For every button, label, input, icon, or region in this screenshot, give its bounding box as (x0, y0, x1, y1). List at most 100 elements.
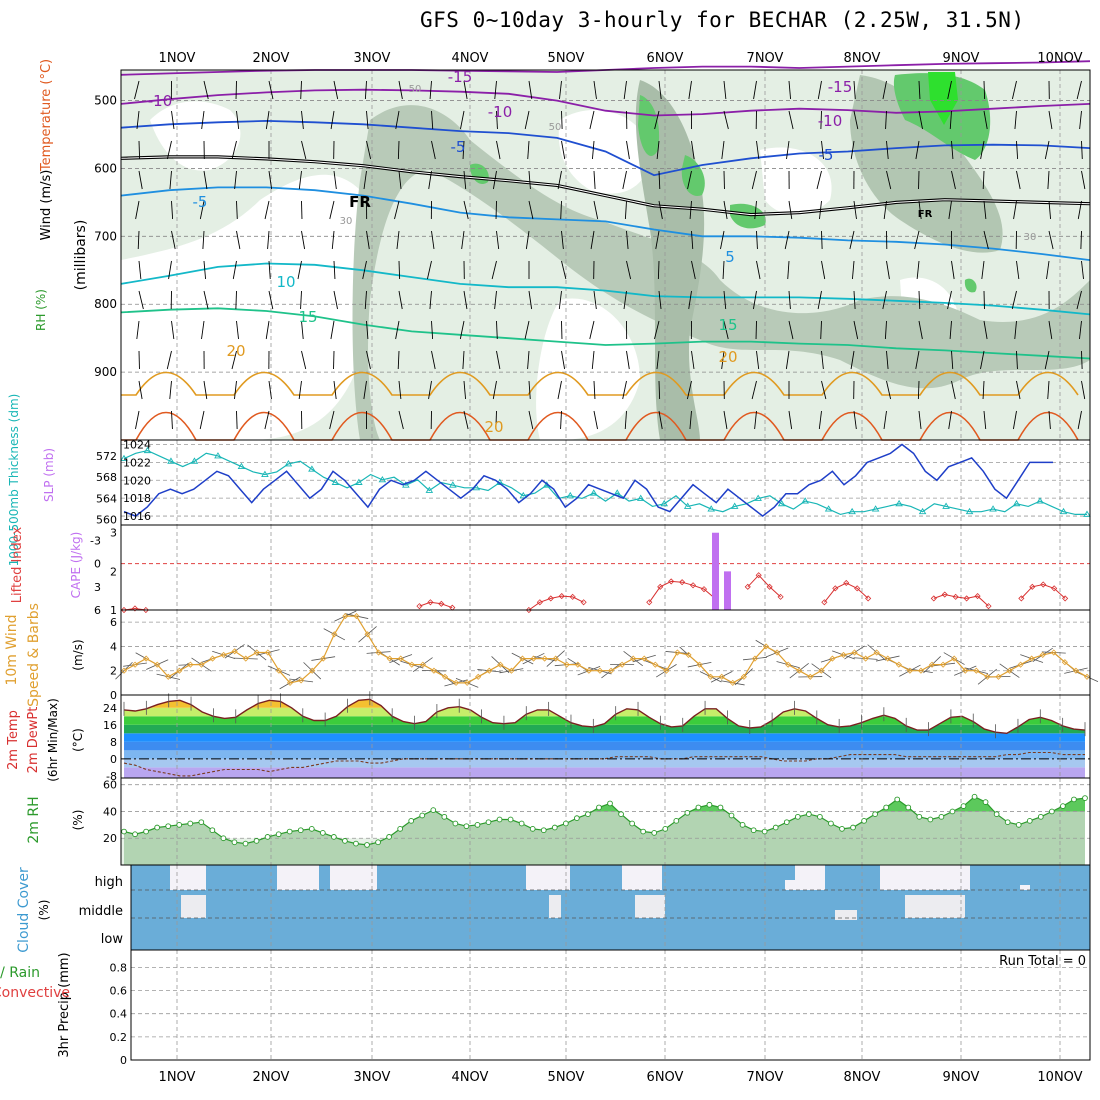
thickness-point (730, 502, 739, 509)
cloud-level-label: middle (79, 904, 123, 919)
wind-barb (231, 140, 237, 160)
wind-barb (431, 230, 435, 250)
wind-tick-label: 2 (110, 665, 117, 678)
wind-barb (982, 170, 985, 190)
contour-label: 50 (409, 84, 422, 95)
rh-point (209, 827, 216, 834)
wind-barb (720, 230, 725, 250)
wind-barb (463, 200, 469, 220)
slp-tick-label: 1016 (123, 510, 151, 523)
cloud-clear-area (835, 910, 857, 920)
wind-barb (1081, 350, 1083, 370)
contour-label: 20 (226, 342, 245, 360)
lifted-index-point (120, 606, 128, 614)
lifted-index-point (843, 579, 850, 587)
temp-tick-label: 16 (103, 719, 117, 732)
wind-barb (723, 320, 729, 340)
wind-barb (396, 230, 400, 250)
wind-speed-point (917, 667, 925, 674)
rh-point (540, 827, 547, 834)
wind-barb (298, 380, 302, 400)
cloud-clear-area (622, 865, 662, 890)
wind-barb (333, 380, 337, 400)
lifted-index-point (657, 583, 664, 590)
wind-barb (428, 380, 432, 400)
wind-speed-point (286, 679, 294, 686)
wind-tick-label: 4 (110, 640, 117, 653)
precip-axis-title: 3hr Precip (mm) (57, 952, 72, 1057)
rh-point (353, 840, 359, 847)
wind-barb (687, 170, 692, 190)
wind-barb (528, 170, 531, 190)
rh-point (1037, 813, 1044, 820)
wind-barb (364, 290, 367, 310)
wind-barb (297, 260, 302, 280)
rh-point (817, 813, 823, 820)
wind-speed-point (740, 673, 747, 680)
wind-barb (366, 350, 371, 370)
thickness-point (636, 494, 645, 501)
cloud-clear-area (1020, 885, 1030, 890)
wind-speed-point (397, 655, 404, 662)
rh-point (794, 813, 801, 820)
wind-barb (397, 350, 400, 370)
wind-speed-point (408, 661, 415, 668)
wind-barb (819, 200, 822, 220)
wind-barb (918, 320, 923, 340)
wind-barb (948, 410, 952, 430)
wind-barb (462, 350, 465, 370)
wind-barb (463, 170, 467, 190)
wind-barb (135, 410, 140, 430)
wind-barb (626, 350, 630, 370)
wind-barb (1077, 410, 1082, 430)
wind-barb (561, 140, 566, 160)
wind-speed-point (541, 655, 548, 662)
rh-high-area (638, 95, 660, 156)
wind-barb (787, 260, 790, 280)
wind-barb (853, 200, 857, 220)
rh-axis-title: RH (%) (34, 289, 48, 331)
wind-barb (1012, 410, 1017, 430)
contour-label: FR (918, 209, 933, 220)
wind-barb (496, 140, 501, 160)
wind-barb (656, 140, 660, 160)
wind-barb (883, 410, 887, 430)
wind-barb (1016, 380, 1021, 400)
wind-barb (589, 110, 595, 130)
wind-barb (300, 80, 302, 100)
top-day-label: 3NOV (354, 51, 391, 66)
wind-speed-point (1006, 667, 1013, 674)
thickness-axis-title: 1000-500mb Thickness (dm) (7, 394, 21, 567)
wind-barb (915, 350, 920, 370)
rh-point (982, 799, 989, 805)
rh-point (938, 813, 945, 820)
wind-barb (136, 320, 140, 340)
lifted-index-point (821, 599, 828, 606)
wind-barb (914, 230, 920, 250)
wind-barb (983, 320, 988, 340)
rh-tick-label: 20 (103, 832, 117, 845)
lifted-index-point (952, 593, 959, 600)
cloud-clear-area (880, 865, 970, 890)
wind-barb (1014, 110, 1017, 130)
rh-area (124, 796, 1085, 865)
wind-barb (784, 230, 790, 250)
wind-barb (329, 200, 335, 220)
wind-barb (886, 170, 892, 190)
rh-point (430, 807, 437, 813)
wind-barb (331, 230, 335, 250)
wind-barb (491, 260, 497, 280)
lifted-index-point (1029, 583, 1036, 590)
isotherm-5 (120, 186, 1091, 261)
cloud-clear-area (635, 895, 665, 918)
wind-speed-point (840, 651, 847, 658)
wind-speed-point (497, 661, 504, 668)
wind-barb (301, 320, 304, 340)
wind-barb (886, 350, 889, 370)
wind-barb (203, 380, 208, 400)
wind-barb (135, 200, 140, 220)
wind-barb (1044, 140, 1050, 160)
temp-bands (124, 699, 1085, 778)
wind-barb (333, 80, 339, 100)
wind-speed-point (253, 649, 260, 656)
